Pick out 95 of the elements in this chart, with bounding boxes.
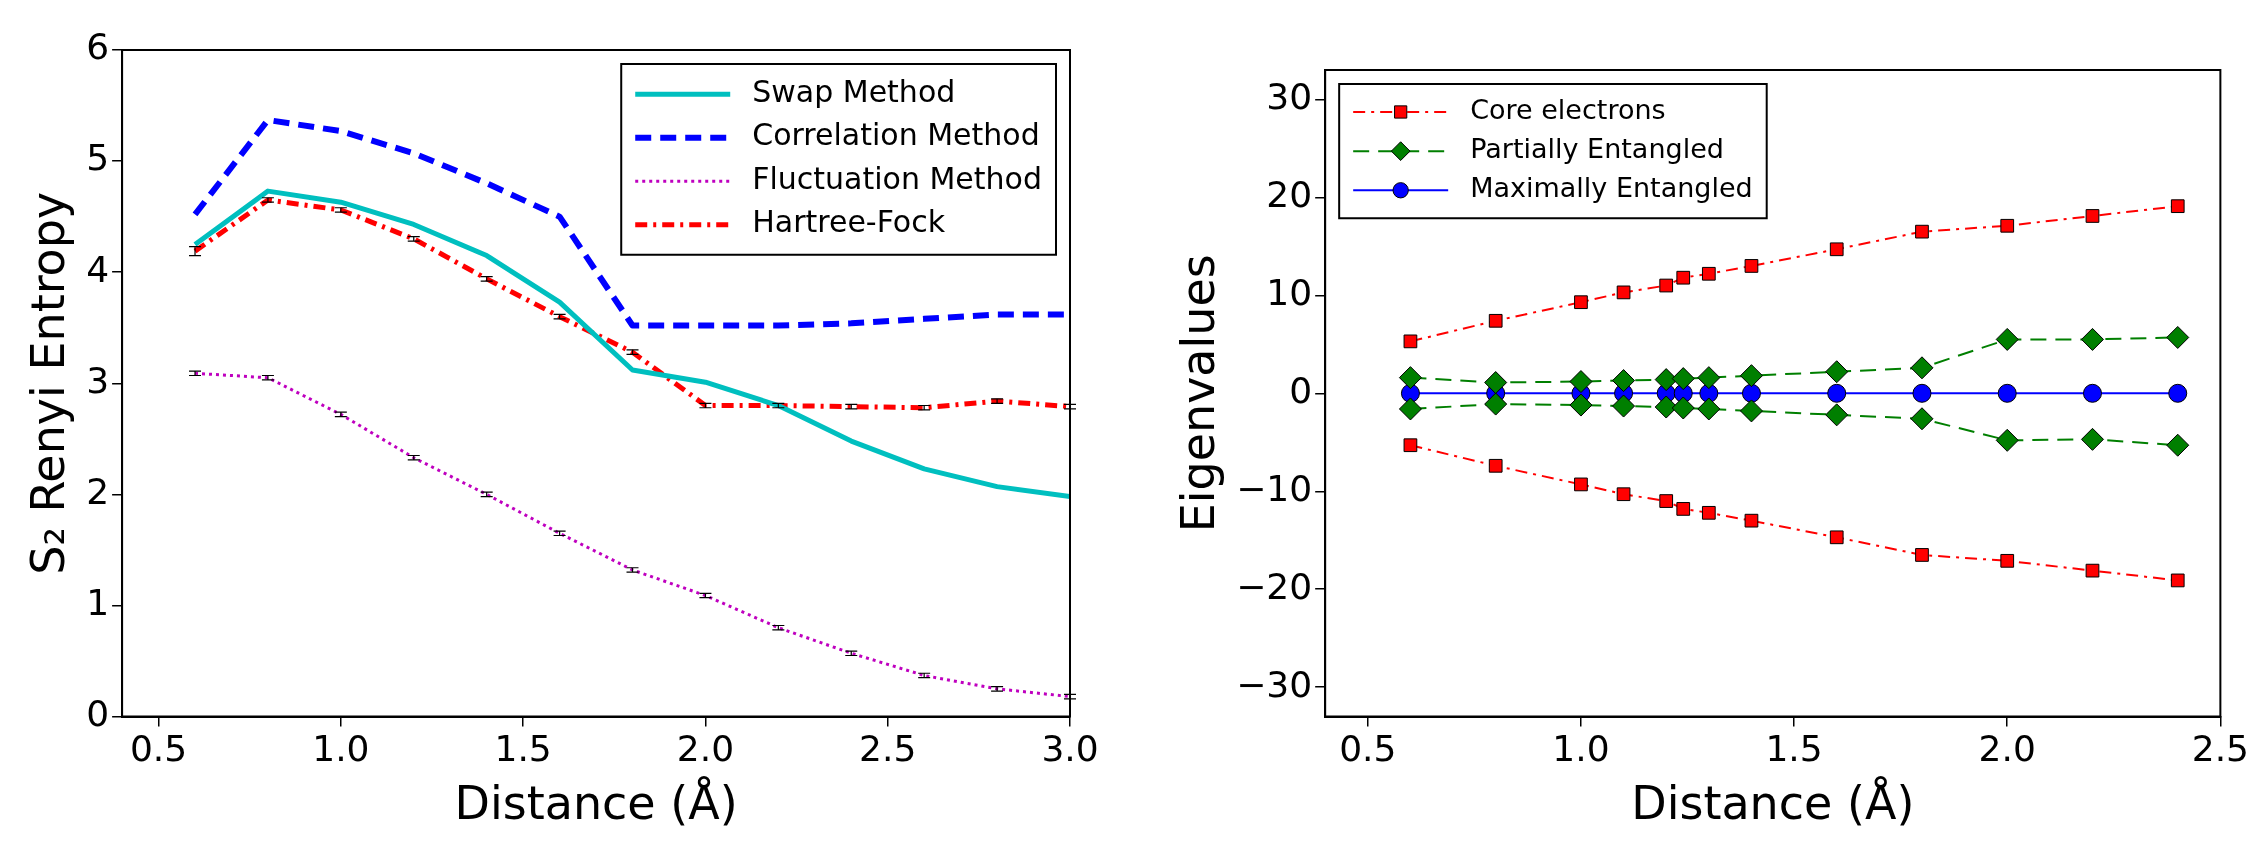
point — [1403, 334, 1418, 349]
x-tick-label: 1.0 — [1552, 727, 1610, 769]
point — [1697, 366, 1721, 390]
y-tick-label: −20 — [1236, 565, 1313, 607]
point — [1403, 438, 1418, 453]
legend-label: Correlation Method — [752, 117, 1040, 153]
point — [1398, 366, 1422, 390]
point — [1697, 397, 1721, 421]
point — [1995, 428, 2019, 452]
x-axis-title: Distance (Å) — [1631, 776, 1915, 831]
point — [1829, 242, 1844, 257]
point — [1915, 224, 1929, 239]
y-tick-label: 0 — [1289, 369, 1313, 411]
point — [1612, 394, 1636, 418]
y-axis-title: S₂ Renyi Entropy — [20, 191, 75, 575]
point — [1574, 295, 1588, 310]
point — [1825, 403, 1849, 427]
y-tick-label: 5 — [86, 137, 110, 179]
point — [1915, 548, 1929, 562]
point — [2085, 209, 2100, 223]
legend-label: Partially Entangled — [1470, 133, 1724, 165]
x-tick-label: 3.0 — [1041, 727, 1099, 769]
x-axis-title: Distance (Å) — [454, 776, 738, 831]
point — [2085, 563, 2100, 578]
point — [2166, 433, 2190, 457]
point — [2168, 383, 2188, 403]
point — [1744, 513, 1759, 528]
y-tick-label: −30 — [1236, 663, 1313, 705]
x-tick-label: 2.0 — [676, 727, 735, 769]
y-tick-label: 30 — [1266, 75, 1313, 117]
point — [2170, 573, 2185, 588]
x-tick-label: 1.0 — [312, 727, 370, 769]
point — [2000, 218, 2015, 233]
point — [1654, 395, 1678, 419]
point — [1488, 458, 1503, 473]
point — [1616, 487, 1631, 502]
x-tick-label: 0.5 — [129, 727, 188, 769]
point — [1676, 270, 1691, 285]
point — [1997, 383, 2017, 403]
legend-label: Swap Method — [752, 73, 956, 109]
y-tick-label: 20 — [1266, 173, 1313, 215]
point — [1739, 364, 1763, 388]
point — [1569, 393, 1593, 417]
point — [1701, 505, 1716, 520]
legend-label: Core electrons — [1470, 93, 1666, 125]
line-series — [193, 371, 1070, 699]
point — [2170, 199, 2185, 214]
x-tick-label: 1.5 — [494, 727, 552, 769]
point — [1488, 313, 1503, 328]
point — [1569, 370, 1593, 394]
point — [1659, 494, 1674, 508]
y-tick-label: 2 — [86, 470, 110, 512]
y-tick-label: 10 — [1266, 271, 1313, 313]
point — [1659, 278, 1674, 293]
point — [1825, 360, 1849, 384]
point — [1910, 356, 1934, 380]
point — [1910, 407, 1934, 431]
point — [1701, 266, 1716, 281]
y-tick-label: 1 — [86, 581, 110, 623]
x-tick-label: 0.5 — [1339, 727, 1397, 769]
point — [1671, 396, 1695, 420]
point — [1741, 383, 1761, 403]
y-tick-label: 0 — [86, 692, 110, 734]
point — [2080, 427, 2104, 451]
x-tick-label: 2.5 — [859, 727, 917, 769]
point — [1676, 502, 1691, 516]
y-tick-label: 6 — [86, 26, 110, 68]
point — [1654, 368, 1678, 392]
legend-label: Fluctuation Method — [752, 160, 1043, 196]
point — [1744, 259, 1759, 273]
point — [1398, 397, 1422, 421]
point — [1827, 383, 1847, 403]
y-tick-label: −10 — [1236, 467, 1313, 509]
point — [1739, 399, 1763, 423]
x-tick-label: 2.5 — [2191, 727, 2250, 769]
point — [1484, 371, 1508, 395]
point — [1574, 477, 1588, 492]
point — [1995, 327, 2019, 351]
point — [2082, 383, 2102, 403]
point — [1612, 369, 1636, 393]
y-axis-title: Eigenvalues — [1170, 254, 1225, 533]
x-tick-label: 1.5 — [1765, 727, 1823, 769]
legend-label: Hartree-Fock — [752, 204, 946, 240]
y-tick-label: 3 — [86, 359, 110, 401]
point — [1912, 383, 1932, 403]
legend-label: Maximally Entangled — [1470, 172, 1753, 204]
point — [2166, 325, 2190, 349]
x-tick-label: 2.0 — [1978, 727, 2036, 769]
point — [2000, 553, 2015, 568]
point — [1671, 367, 1695, 391]
point — [1829, 530, 1844, 545]
point — [1484, 392, 1508, 416]
y-tick-label: 4 — [86, 248, 110, 290]
point — [2080, 327, 2104, 351]
point — [1616, 285, 1631, 300]
